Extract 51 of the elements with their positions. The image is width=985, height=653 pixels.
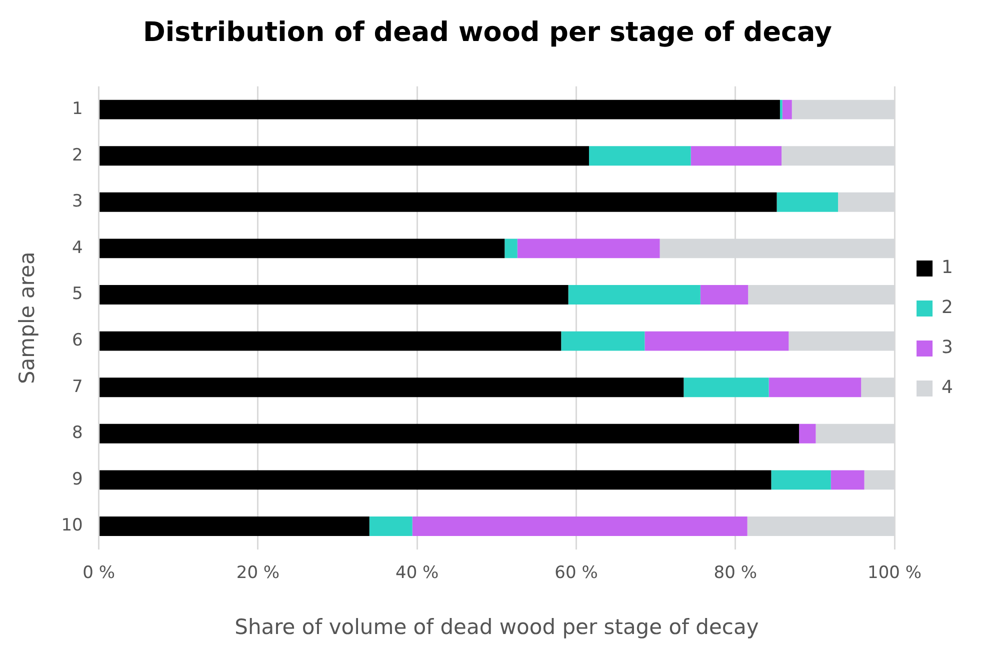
x-tick-label: 40 % <box>396 563 439 584</box>
bar <box>684 378 769 398</box>
y-tick-label: 7 <box>72 376 83 397</box>
y-axis-title: Sample area <box>15 252 40 384</box>
bar <box>644 331 789 351</box>
bar <box>588 146 691 166</box>
y-tick-label: 6 <box>72 330 83 350</box>
bar <box>776 192 838 212</box>
bar <box>100 192 777 212</box>
y-tick-label: 4 <box>72 238 83 258</box>
x-tick-label: 100 % <box>868 563 922 584</box>
bar <box>100 331 562 351</box>
bar <box>780 100 782 120</box>
bar <box>412 516 748 536</box>
bar <box>369 516 412 536</box>
bar <box>799 424 816 444</box>
y-tick-label: 1 <box>72 98 83 119</box>
bar <box>100 378 684 398</box>
y-tick-label: 2 <box>72 145 83 166</box>
x-tick-label: 20 % <box>236 563 280 584</box>
bar <box>700 285 748 304</box>
legend-label: 2 <box>942 297 953 318</box>
bar <box>504 238 518 258</box>
bar <box>561 331 645 351</box>
bar <box>690 146 782 166</box>
x-tick-label: 60 % <box>554 563 598 584</box>
bar <box>830 470 864 490</box>
bar <box>100 238 505 258</box>
bar <box>771 470 831 490</box>
legend-label: 1 <box>942 257 953 278</box>
y-tick-label: 8 <box>72 423 83 444</box>
bar <box>100 424 800 444</box>
bar <box>768 378 862 398</box>
x-tick-label: 0 % <box>82 563 116 584</box>
legend-label: 4 <box>942 377 953 398</box>
y-tick-label: 5 <box>72 284 83 304</box>
bar <box>517 238 660 258</box>
chart-title: Distribution of dead wood per stage of decay <box>142 17 832 48</box>
y-tick-label: 10 <box>61 516 83 536</box>
y-tick-label: 9 <box>72 469 83 490</box>
bar <box>100 516 370 536</box>
bar <box>100 285 568 304</box>
x-tick-label: 80 % <box>714 563 758 584</box>
y-tick-label: 3 <box>72 192 83 212</box>
bar <box>100 146 589 166</box>
legend-label: 3 <box>942 337 953 358</box>
bar <box>100 100 780 120</box>
bar <box>100 470 772 490</box>
bar <box>568 285 700 304</box>
x-axis-title: Share of volume of dead wood per stage of decay <box>234 614 759 639</box>
bar <box>782 100 792 120</box>
